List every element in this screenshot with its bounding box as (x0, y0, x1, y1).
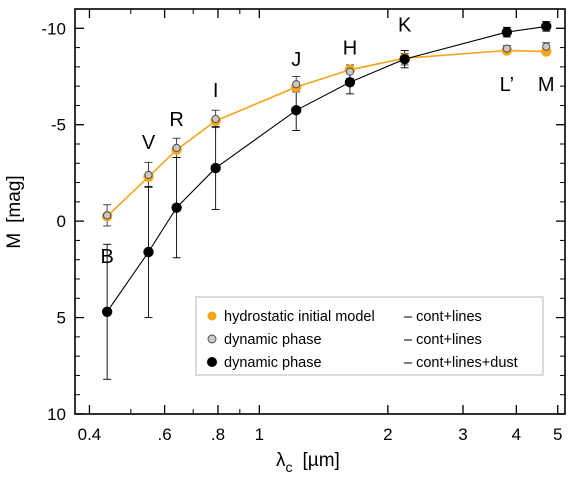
data-point-dynamic (345, 67, 354, 76)
band-label: J (291, 49, 301, 71)
band-label: H (343, 38, 357, 60)
legend-entry-hydrostatic: hydrostatic initial model – cont+lines (207, 309, 482, 325)
axis-ticks (75, 8, 565, 415)
legend-box (195, 296, 544, 376)
legend-label: dynamic phase (224, 332, 322, 348)
x-tick-label: 2 (383, 425, 392, 444)
legend-marker-black (207, 357, 217, 367)
legend-entry-dynamic-dust: dynamic phase – cont+lines+dust (207, 355, 518, 371)
x-tick-label: 0.4 (78, 425, 102, 444)
y-tick-label: -5 (51, 116, 66, 135)
x-tick-label: .8 (211, 425, 225, 444)
data-point-dynamic-dust (541, 21, 552, 32)
y-axis-label: M [mag] (4, 175, 25, 248)
legend: hydrostatic initial model – cont+lines d… (195, 296, 544, 376)
data-point-dynamic (542, 42, 551, 51)
x-tick-label: 4 (512, 425, 521, 444)
data-point-dynamic (211, 114, 220, 123)
y-tick-label: 0 (57, 212, 66, 231)
x-axis-label-symbol: λ (276, 450, 286, 471)
band-label: I (213, 80, 219, 102)
x-axis-label: λc [µm] (276, 450, 340, 475)
y-tick-label: 5 (57, 309, 66, 328)
plot-frame (74, 8, 566, 415)
data-point-dynamic (502, 44, 511, 53)
x-axis-label-unit: [µm] (303, 450, 340, 471)
band-label: V (142, 132, 156, 154)
data-point-dynamic-dust (171, 202, 182, 213)
data-point-dynamic-dust (101, 306, 113, 317)
axis-tick-labels: 0.4 .6 .8 1 2 3 4 5 10 5 0 -5 -10 (41, 19, 562, 444)
data-point-dynamic-dust (210, 162, 221, 174)
series-layer (101, 21, 552, 380)
band-label: M (538, 74, 555, 96)
legend-description: – cont+lines (404, 332, 482, 348)
x-tick-label: 1 (255, 425, 264, 444)
band-label: K (398, 14, 412, 36)
legend-label: hydrostatic initial model (224, 309, 375, 325)
x-tick-label: .6 (158, 425, 172, 444)
data-point-dynamic-dust (291, 105, 302, 116)
series-line (106, 49, 547, 217)
legend-marker-open (207, 334, 217, 344)
x-tick-label: 5 (553, 425, 562, 444)
y-axis-label-symbol: M (4, 233, 25, 249)
legend-label: dynamic phase (224, 355, 322, 371)
x-axis-label-subscript: c (286, 459, 293, 475)
band-label: B (100, 246, 113, 268)
legend-entry-dynamic-lines: dynamic phase – cont+lines (207, 332, 482, 348)
data-point-dynamic (172, 143, 181, 152)
x-tick-label: 3 (458, 425, 467, 444)
legend-marker-orange (207, 311, 217, 321)
series-line (106, 25, 547, 313)
band-labels: B VR I J H K L’ M (100, 14, 554, 267)
data-point-dynamic-dust (344, 77, 356, 88)
data-point-dynamic-dust (501, 26, 513, 38)
data-point-dynamic (292, 80, 301, 89)
data-point-dynamic (103, 211, 112, 220)
legend-description: – cont+lines+dust (404, 355, 518, 371)
data-point-dynamic-dust (399, 53, 410, 65)
y-axis-label-unit: [mag] (4, 175, 25, 223)
data-point-dynamic-dust (143, 246, 154, 258)
data-point-dynamic (144, 170, 153, 179)
y-tick-label: -10 (41, 19, 66, 38)
y-tick-label: 10 (47, 405, 66, 424)
legend-description: – cont+lines (404, 309, 482, 325)
band-label: L’ (500, 74, 514, 96)
band-label: R (169, 109, 183, 131)
